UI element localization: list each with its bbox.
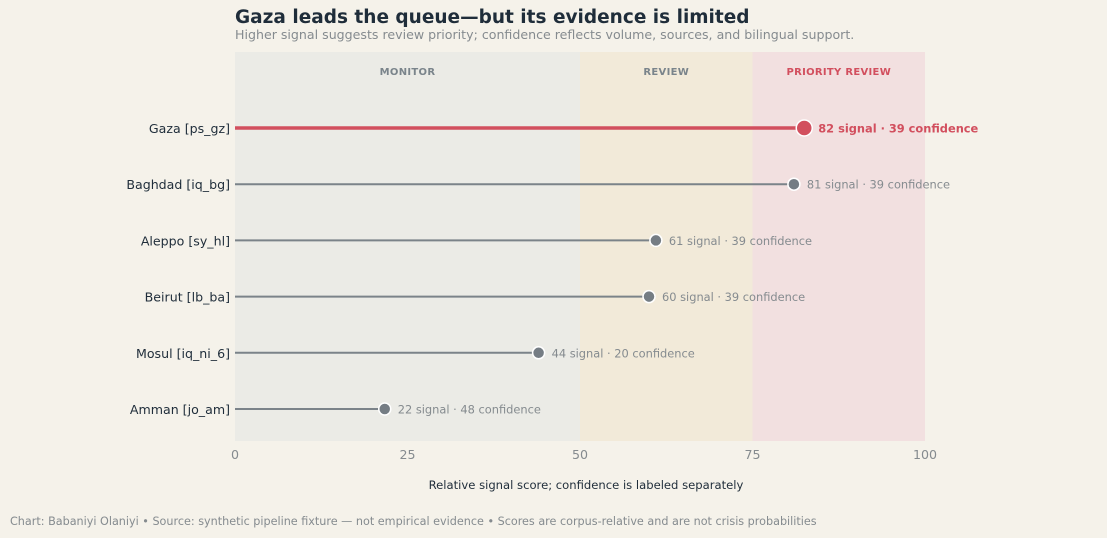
data-label: 82 signal · 39 confidence (818, 122, 978, 136)
data-label: 22 signal · 48 confidence (398, 403, 541, 417)
category-label: Gaza [ps_gz] (149, 121, 230, 136)
x-tick-label: 0 (231, 447, 239, 462)
lollipop-dot (377, 402, 392, 416)
band-monitor (235, 52, 580, 441)
chart-footer: Chart: Babaniyi Olaniyi • Source: synthe… (10, 515, 817, 528)
category-label: Mosul [iq_ni_6] (136, 346, 230, 361)
data-label: 61 signal · 39 confidence (669, 234, 812, 248)
lollipop-dot (795, 119, 813, 137)
category-label: Baghdad [iq_bg] (126, 177, 230, 192)
chart-subtitle: Higher signal suggests review priority; … (235, 27, 855, 42)
lollipop-dot (642, 289, 656, 304)
band-priority-review (752, 52, 925, 441)
x-tick-label: 25 (399, 447, 415, 462)
x-tick-label: 50 (572, 447, 588, 462)
data-label: 44 signal · 20 confidence (552, 346, 695, 360)
band-label-monitor: MONITOR (380, 67, 436, 78)
data-label: 60 signal · 39 confidence (662, 290, 805, 304)
lollipop-dot (531, 346, 546, 360)
lollipop-dot (649, 233, 663, 248)
x-axis-label: Relative signal score; confidence is lab… (429, 478, 744, 492)
x-tick-label: 100 (913, 447, 937, 462)
data-label: 81 signal · 39 confidence (807, 178, 950, 192)
band-label-priority-review: PRIORITY REVIEW (786, 67, 891, 78)
lollipop-dot (787, 177, 801, 191)
band-review (580, 52, 753, 441)
category-label: Aleppo [sy_hl] (141, 233, 230, 248)
band-label-review: REVIEW (643, 67, 689, 78)
x-tick-label: 75 (744, 447, 760, 462)
category-label: Beirut [lb_ba] (145, 290, 230, 305)
chart-title: Gaza leads the queue—but its evidence is… (235, 7, 750, 28)
category-label: Amman [jo_am] (130, 402, 230, 417)
